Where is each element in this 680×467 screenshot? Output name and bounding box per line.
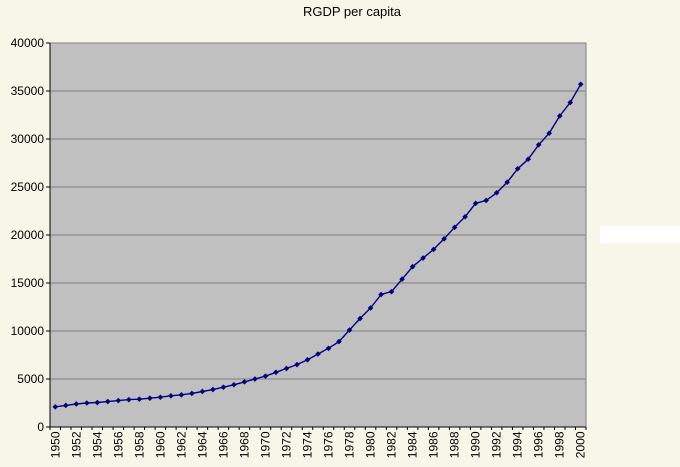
y-tick-label: 35000 (11, 84, 45, 98)
data-point-marker (409, 263, 416, 270)
data-point-marker (378, 291, 384, 298)
data-point-marker (420, 255, 426, 261)
chart-title: RGDP per capita (302, 4, 402, 19)
data-point-marker (294, 361, 300, 368)
data-point-marker (357, 315, 363, 322)
data-point-marker (147, 395, 153, 401)
x-tick-label: 1998 (553, 431, 567, 458)
data-point-marker (504, 179, 510, 185)
x-tick-label: 1952 (69, 431, 83, 458)
y-tick-label: 15000 (11, 276, 45, 290)
data-point-marker (241, 379, 248, 385)
data-point-marker (388, 288, 395, 295)
data-point-marker (73, 401, 80, 407)
y-tick-label: 40000 (11, 36, 45, 50)
data-point-marker (220, 384, 227, 390)
x-tick-label: 1954 (90, 431, 104, 458)
y-tick-label: 5000 (17, 372, 44, 386)
x-tick-label: 1968 (237, 431, 251, 458)
x-tick-label: 1950 (48, 431, 62, 458)
data-point-marker (493, 189, 500, 196)
x-tick-label: 1994 (511, 431, 525, 458)
x-tick-label: 1960 (153, 431, 167, 458)
x-tick-label: 1986 (427, 431, 441, 458)
x-tick-label: 1970 (258, 431, 272, 458)
x-tick-label: 1974 (300, 431, 314, 458)
data-point-marker (83, 400, 90, 406)
data-point-marker (199, 388, 206, 395)
data-point-marker (451, 224, 458, 231)
data-point-marker (231, 381, 237, 388)
data-point-marker (577, 81, 584, 88)
x-tick-label: 1982 (385, 431, 399, 458)
x-tick-label: 1964 (195, 431, 209, 458)
data-point-marker (441, 236, 447, 242)
data-point-marker (430, 246, 437, 253)
data-point-marker (483, 197, 489, 204)
y-tick-label: 25000 (11, 180, 45, 194)
data-point-marker (262, 373, 269, 379)
y-tick-label: 20000 (11, 228, 45, 242)
y-tick-label: 0 (37, 420, 44, 434)
data-point-marker (168, 393, 174, 399)
data-point-marker (178, 392, 185, 398)
data-point-marker (210, 386, 216, 393)
data-point-marker (283, 365, 290, 372)
data-point-marker (62, 402, 69, 409)
x-tick-label: 1956 (111, 431, 125, 458)
data-point-marker (304, 357, 311, 363)
x-tick-label: 1976 (322, 431, 336, 458)
data-point-marker (126, 396, 132, 403)
data-point-marker (367, 305, 374, 311)
x-tick-label: 1962 (174, 431, 188, 458)
data-point-marker (567, 99, 574, 106)
x-tick-label: 2000 (574, 431, 588, 458)
x-tick-label: 1996 (532, 431, 546, 458)
data-point-marker (315, 351, 321, 357)
data-point-marker (252, 376, 258, 382)
data-point-marker (546, 130, 553, 137)
data-point-marker (157, 394, 164, 401)
y-tick-label: 30000 (11, 132, 45, 146)
data-point-marker (472, 200, 479, 207)
data-point-marker (525, 156, 531, 162)
background-artifact-band (600, 226, 680, 243)
y-tick-label: 10000 (11, 324, 45, 338)
data-point-marker (556, 113, 563, 119)
x-tick-label: 1966 (216, 431, 230, 458)
data-point-marker (105, 398, 111, 405)
data-point-marker (273, 369, 279, 376)
data-point-marker (94, 399, 101, 406)
data-point-marker (336, 338, 342, 345)
x-tick-label: 1958 (132, 431, 146, 458)
x-tick-label: 1990 (469, 431, 483, 458)
data-point-marker (115, 397, 122, 404)
data-point-marker (399, 276, 405, 282)
x-tick-label: 1992 (490, 431, 504, 458)
x-tick-label: 1978 (343, 431, 357, 458)
data-point-marker (189, 390, 195, 397)
x-tick-label: 1988 (448, 431, 462, 458)
data-point-marker (346, 327, 353, 333)
data-point-marker (462, 213, 468, 220)
x-tick-label: 1972 (279, 431, 293, 458)
data-point-marker (325, 345, 332, 352)
x-tick-label: 1980 (364, 431, 378, 458)
data-point-marker (136, 396, 143, 402)
data-point-marker (52, 404, 59, 410)
data-point-marker (535, 141, 542, 148)
x-tick-label: 1984 (406, 431, 420, 458)
data-point-marker (514, 165, 521, 172)
